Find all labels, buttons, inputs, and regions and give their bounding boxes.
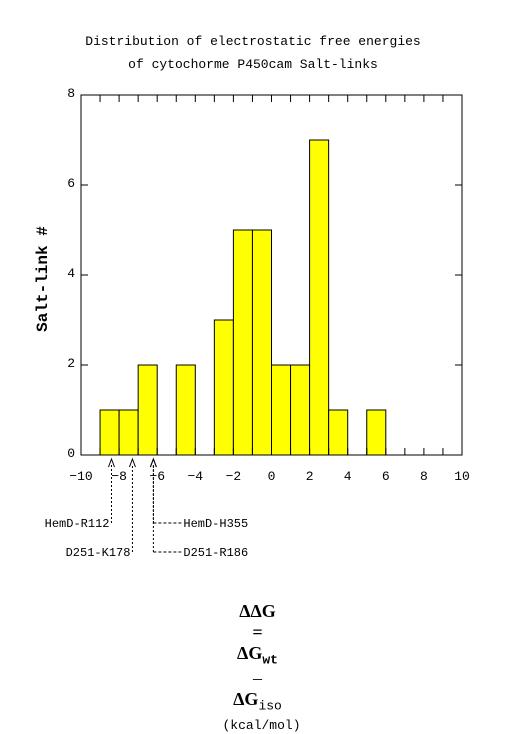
annotation-label-0: HemD-R112 — [45, 517, 110, 531]
annotation-label-3: D251-R186 — [183, 546, 248, 560]
annotation-arrowhead-1 — [128, 457, 136, 468]
bar-7 — [271, 364, 292, 456]
bar-9 — [309, 139, 330, 456]
x-axis-minus: – — [253, 667, 262, 688]
axes-group: −10 −8 −6 −4 −2 0 2 4 6 8 10 0 2 4 6 8 — [67, 86, 470, 484]
x-axis-dg-iso: ΔG — [233, 688, 259, 709]
annotation-arrowhead-0 — [108, 457, 115, 468]
chart-title-line-2: of cytochorme P450cam Salt-links — [128, 57, 378, 72]
x-tick-label: −2 — [226, 469, 242, 484]
x-tick-label: −10 — [69, 469, 92, 484]
bar-2 — [137, 364, 158, 456]
x-tick-label: −8 — [111, 469, 127, 484]
bar-10 — [328, 409, 349, 456]
chart-title-line-1: Distribution of electrostatic free energ… — [85, 34, 421, 49]
bar-5 — [232, 229, 253, 456]
annotations-group: HemD-R112 D251-K178 HemD-H355 D251-R186 — [45, 457, 248, 560]
x-tick-label: 6 — [382, 469, 390, 484]
x-axis-iso-subscript: iso — [258, 698, 282, 714]
x-tick-label: 8 — [420, 469, 428, 484]
bar-0 — [99, 409, 120, 456]
annotation-label-2: HemD-H355 — [183, 517, 248, 531]
x-tick-label: −4 — [187, 469, 203, 484]
bar-6 — [251, 229, 272, 456]
x-tick-label: 2 — [306, 469, 314, 484]
y-tick-label: 6 — [67, 176, 75, 191]
bar-11 — [366, 409, 387, 456]
x-tick-label: 10 — [454, 469, 470, 484]
x-axis-wt-subscript: wt — [262, 652, 278, 668]
x-axis-ddg: ΔΔG — [239, 601, 276, 621]
bar-1 — [118, 409, 139, 456]
x-axis-dg-wt: ΔG — [237, 643, 263, 663]
annotation-label-1: D251-K178 — [66, 546, 131, 560]
x-axis-units: (kcal/mol) — [222, 718, 301, 734]
bar-8 — [290, 364, 311, 456]
annotation-arrowhead-3 — [149, 457, 157, 468]
x-tick-label: −6 — [149, 469, 165, 484]
histogram-chart: −10 −8 −6 −4 −2 0 2 4 6 8 10 0 2 4 6 8 HemD-R112 D251-K1… — [45, 86, 470, 560]
x-tick-label: 0 — [268, 469, 276, 484]
y-tick-label: 2 — [67, 356, 75, 371]
bar-4 — [213, 319, 234, 456]
y-tick-label: 8 — [67, 86, 75, 101]
x-tick-label: 4 — [344, 469, 352, 484]
y-tick-label: 0 — [67, 446, 75, 461]
y-tick-label: 4 — [67, 266, 75, 281]
bar-3 — [175, 364, 196, 456]
bars-group — [99, 139, 387, 456]
